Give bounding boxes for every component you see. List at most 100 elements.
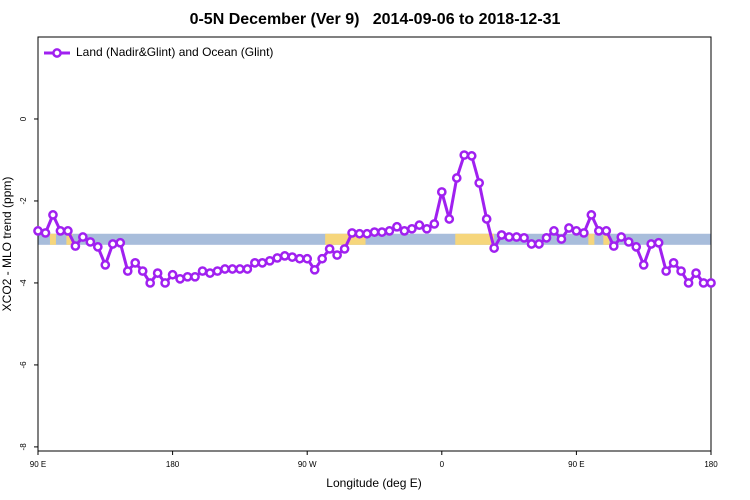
land-band [66, 233, 73, 245]
data-point [601, 226, 612, 236]
data-point [197, 266, 208, 276]
data-point [668, 258, 679, 268]
data-point [167, 269, 178, 280]
data-point [369, 227, 380, 237]
data-point [474, 178, 485, 188]
data-point [616, 232, 627, 242]
land-band [603, 233, 610, 245]
data-point [332, 250, 342, 260]
data-point [414, 220, 425, 230]
data-point [564, 223, 574, 233]
data-point [264, 255, 275, 266]
data-point [496, 230, 507, 240]
data-point [489, 243, 499, 253]
data-point [175, 273, 185, 284]
data-point [571, 226, 582, 236]
land-band [455, 233, 495, 245]
data-point [541, 233, 552, 243]
data-point [130, 258, 141, 268]
data-point [593, 226, 604, 236]
data-point [220, 264, 230, 274]
data-point [586, 210, 597, 220]
data-point [250, 258, 260, 268]
data-point [85, 237, 96, 247]
data-point [623, 237, 634, 247]
data-point [556, 234, 567, 244]
y-axis-label: XCO2 - MLO trend (ppm) [0, 177, 14, 312]
data-point [638, 260, 649, 270]
data-point [309, 264, 320, 275]
data-point [78, 232, 88, 242]
plot-frame [37, 36, 712, 452]
data-point [347, 228, 357, 238]
data-point [377, 227, 387, 237]
data-point [100, 260, 111, 270]
legend-label: Land (Nadir&Glint) and Ocean (Glint) [76, 45, 273, 59]
data-point [459, 150, 470, 160]
data-point [698, 278, 709, 288]
data-point [549, 226, 559, 236]
data-point [272, 253, 283, 263]
data-point [115, 237, 126, 248]
data-point [436, 187, 447, 197]
data-point [399, 226, 410, 236]
data-point [152, 268, 163, 278]
data-point [55, 226, 66, 236]
data-point [317, 253, 328, 264]
data-point [511, 232, 522, 242]
data-point [70, 241, 81, 251]
ocean-band [38, 233, 711, 245]
data-point [466, 151, 477, 161]
data-point [279, 251, 290, 261]
legend-marker [52, 48, 62, 58]
data-point [40, 228, 51, 238]
data-point [257, 258, 268, 268]
data-point [429, 219, 440, 229]
data-point [631, 242, 642, 252]
data-point [661, 266, 671, 276]
y-tick-label: 0 [19, 116, 28, 121]
data-point [235, 264, 245, 274]
data-point [421, 223, 432, 234]
data-point [122, 266, 133, 276]
data-point [48, 210, 58, 220]
x-tick-label: 90 E [568, 460, 584, 469]
data-point [190, 271, 200, 282]
x-tick-label: 90 W [298, 460, 317, 469]
x-tick-label: 90 E [30, 460, 46, 469]
land-band [325, 233, 366, 245]
data-point [227, 264, 238, 274]
data-point [212, 266, 223, 276]
data-point [676, 266, 686, 276]
data-point [526, 239, 537, 249]
data-point [534, 239, 544, 249]
data-point [92, 242, 103, 252]
data-point [683, 278, 694, 288]
data-point [579, 228, 589, 238]
data-point [646, 239, 657, 249]
chart-title: 0-5N December (Ver 9) 2014-09-06 to 2018… [190, 11, 561, 28]
x-axis-label: Longitude (deg E) [326, 476, 421, 490]
data-point [653, 237, 664, 248]
data-point [107, 239, 118, 249]
data-point [706, 278, 716, 288]
data-point [407, 223, 417, 234]
data-point [362, 228, 372, 239]
data-point [384, 226, 395, 236]
y-tick-label: -4 [19, 279, 28, 287]
land-band [588, 233, 595, 245]
data-point [160, 278, 170, 288]
data-point [137, 266, 148, 276]
x-tick-label: 180 [166, 460, 180, 469]
data-point [242, 264, 253, 274]
data-point [444, 214, 455, 224]
data-point [205, 268, 215, 278]
data-point [145, 278, 156, 288]
y-tick-label: -2 [19, 197, 28, 205]
y-tick-label: -8 [19, 443, 28, 451]
data-point [182, 271, 193, 282]
data-point [33, 226, 43, 236]
data-point [287, 252, 298, 262]
x-tick-label: 180 [704, 460, 718, 469]
